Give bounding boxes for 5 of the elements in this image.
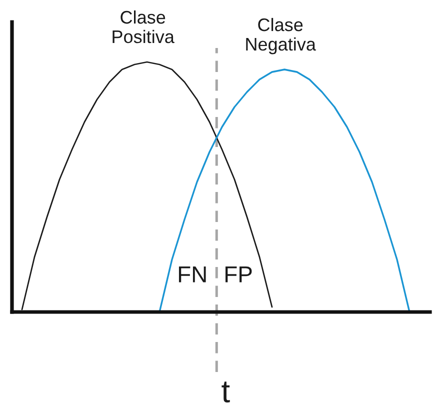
annotation: FN — [178, 266, 206, 282]
text: t — [222, 382, 230, 403]
series-label: Clase Positiva — [112, 10, 174, 44]
series-label: Clase Negativa — [246, 18, 316, 54]
annotation: FP — [226, 266, 252, 282]
